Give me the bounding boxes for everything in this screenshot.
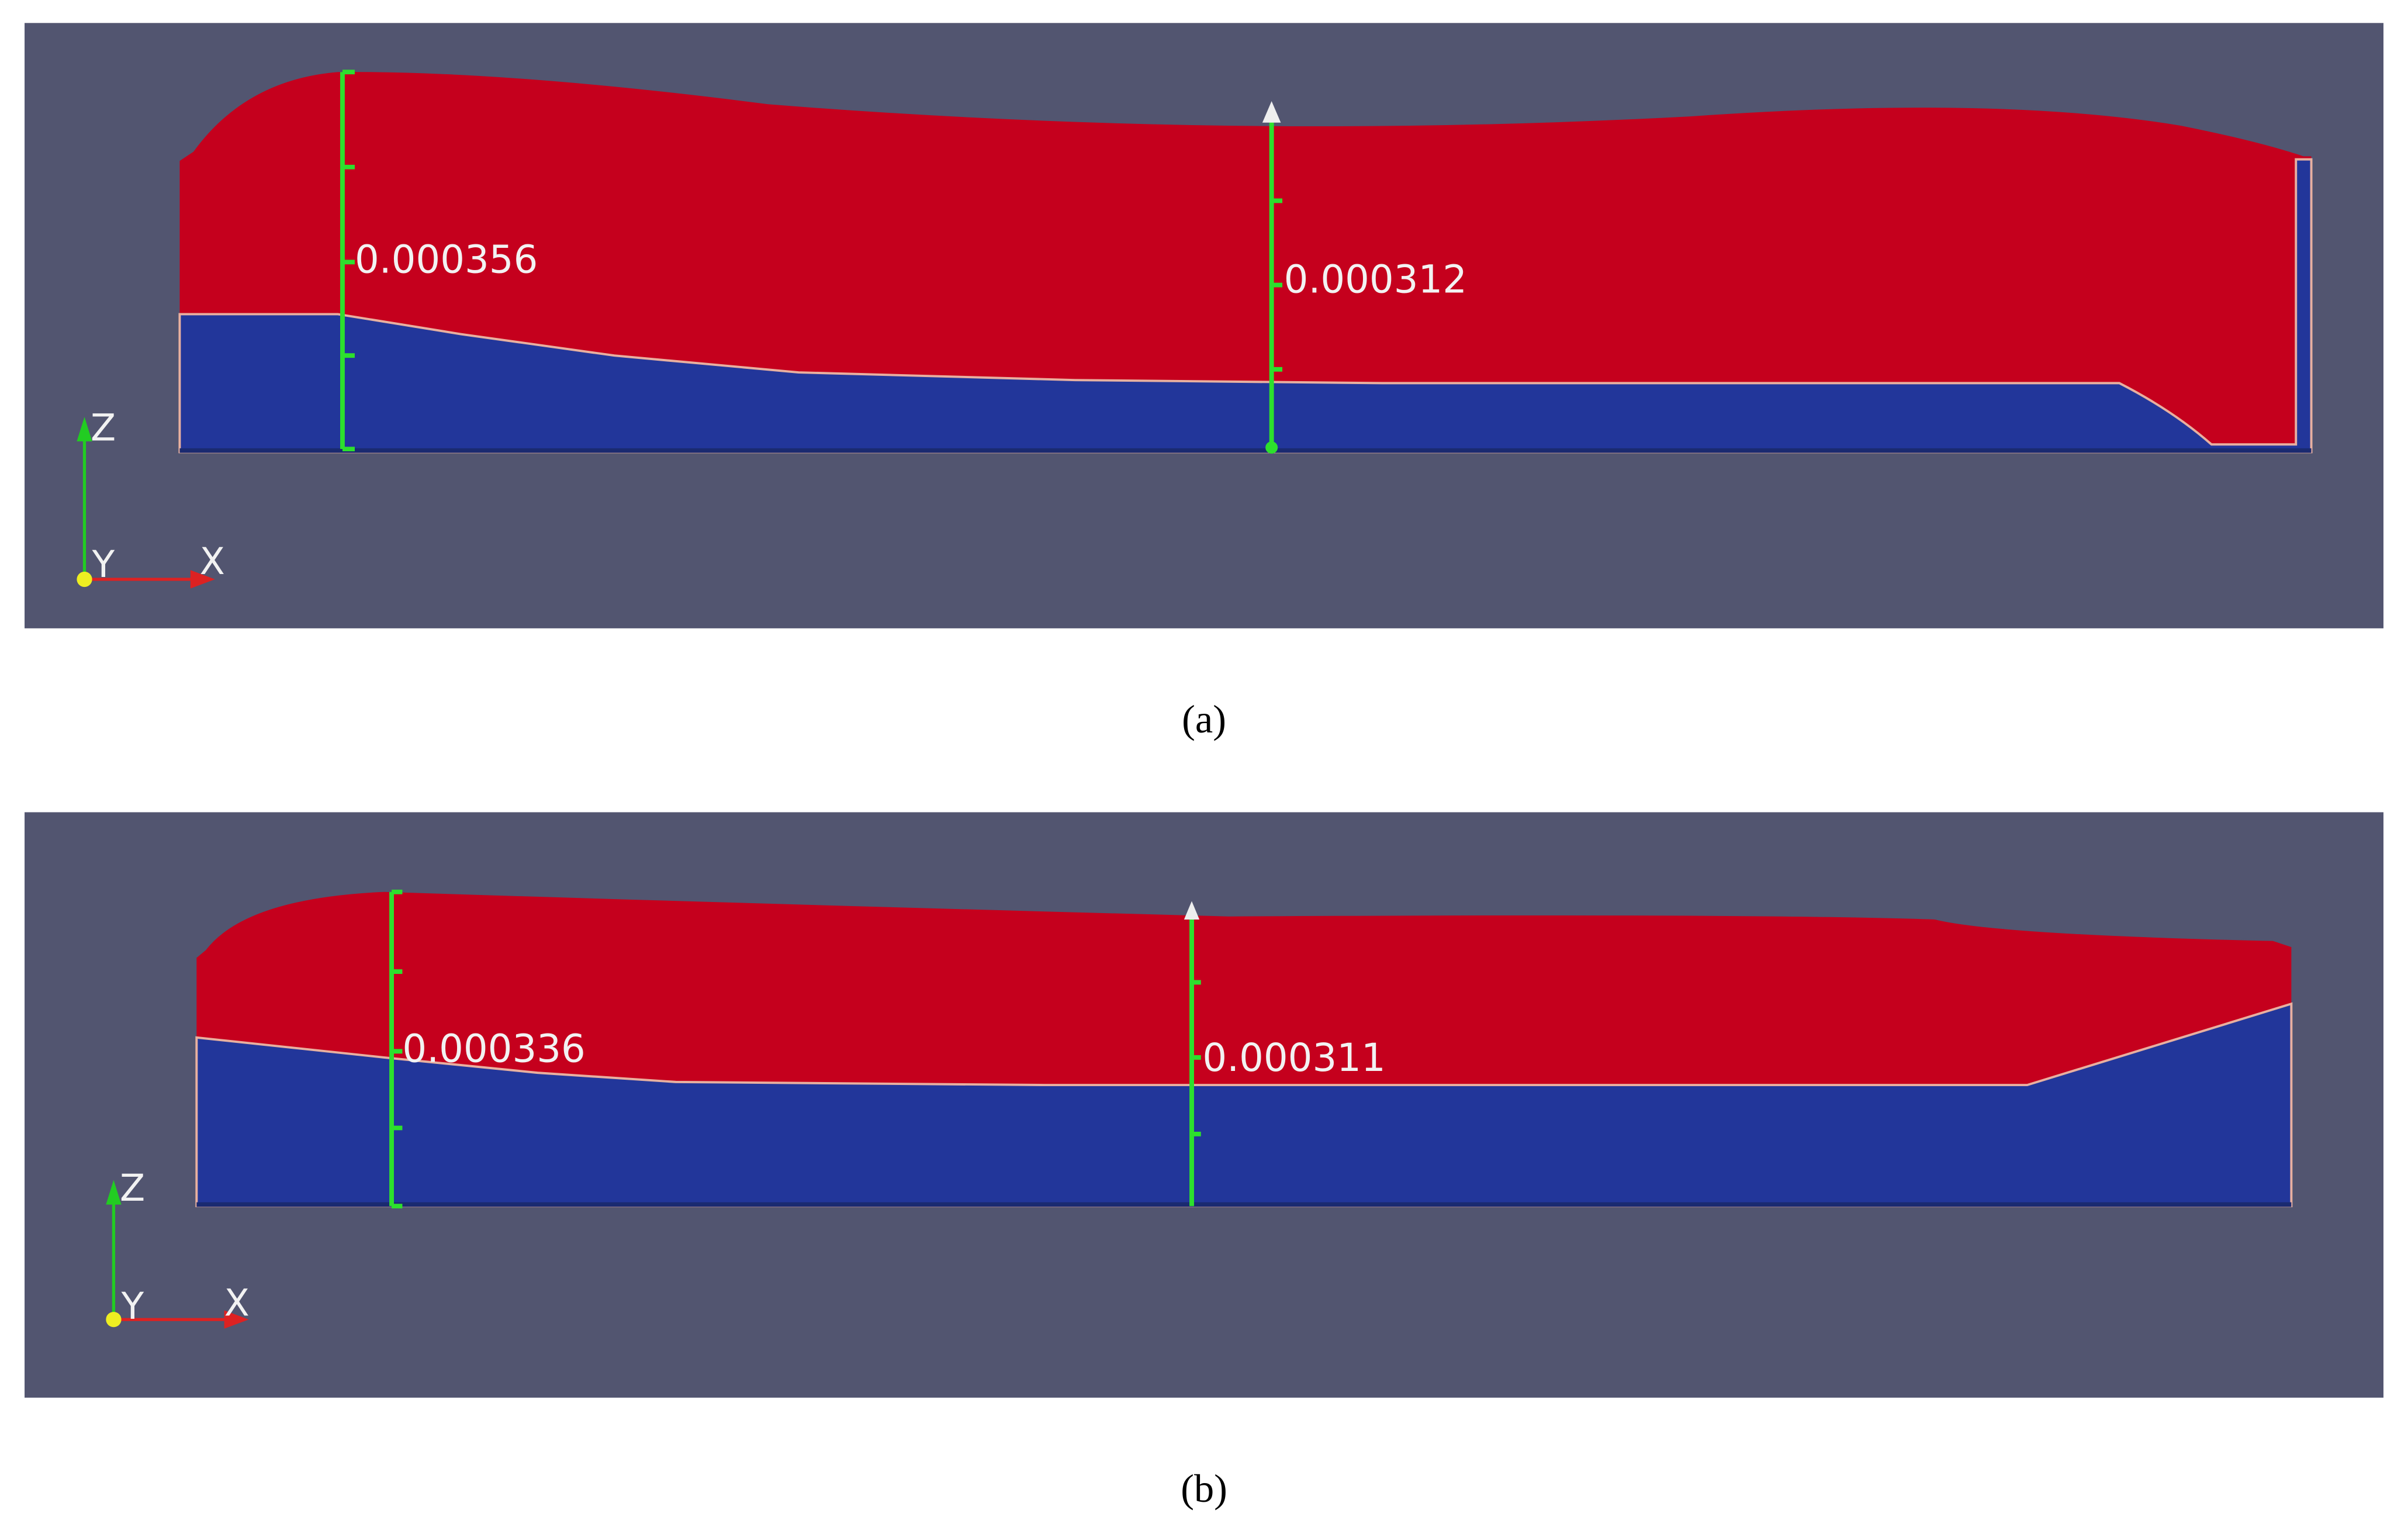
caption: (b) bbox=[1181, 1466, 1227, 1511]
ruler-line bbox=[1189, 916, 1201, 1207]
panel-a: 0.000356 0.000312 Z Y X (a) bbox=[25, 23, 2384, 741]
y-axis bbox=[106, 1312, 122, 1328]
caption: (a) bbox=[1182, 697, 1226, 741]
y-axis bbox=[77, 571, 92, 587]
x-label: X bbox=[200, 540, 225, 583]
ruler-label: 0.000336 bbox=[402, 1027, 585, 1072]
ruler: 0.000312 bbox=[1262, 101, 1467, 454]
axes-triad: Z Y X bbox=[106, 1167, 250, 1329]
ruler-label: 0.000312 bbox=[1284, 257, 1467, 302]
ruler-label: 0.000311 bbox=[1202, 1036, 1385, 1080]
y-label: Y bbox=[121, 1285, 144, 1328]
axes-triad: Z Y X bbox=[77, 407, 225, 589]
red-phase bbox=[179, 72, 2312, 450]
ruler: 0.000336 bbox=[389, 889, 586, 1209]
z-arrow bbox=[106, 1180, 122, 1205]
ruler: 0.000311 bbox=[1184, 901, 1386, 1207]
ruler: 0.000356 bbox=[340, 70, 538, 452]
y-label: Y bbox=[92, 543, 115, 586]
ruler-line bbox=[340, 70, 355, 452]
ruler-arrow bbox=[1262, 101, 1281, 123]
ruler-line bbox=[1269, 119, 1283, 450]
ruler-label: 0.000356 bbox=[355, 237, 538, 282]
z-label: Z bbox=[120, 1167, 145, 1209]
blue-phase bbox=[195, 1002, 2293, 1208]
panel-b: 0.000336 0.000311 Z Y X (b) bbox=[25, 812, 2384, 1511]
ruler-end bbox=[1265, 441, 1278, 454]
x-arrow bbox=[190, 570, 215, 589]
figure-content: 0.000356 0.000312 Z Y X (a) 0.000336 0.0… bbox=[25, 23, 2384, 1511]
ruler-arrow bbox=[1184, 901, 1200, 920]
x-arrow bbox=[224, 1310, 249, 1329]
ruler-line bbox=[389, 889, 403, 1209]
z-arrow bbox=[77, 417, 92, 442]
z-label: Z bbox=[91, 407, 116, 450]
x-label: X bbox=[224, 1282, 250, 1325]
blue-phase bbox=[178, 158, 2313, 454]
